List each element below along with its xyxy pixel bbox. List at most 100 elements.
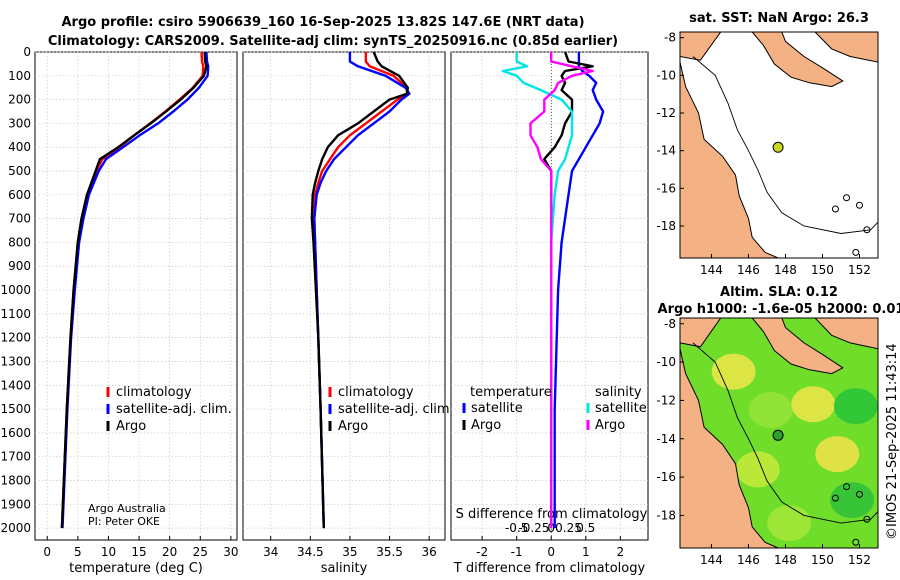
sla-anomaly-patch — [748, 392, 793, 428]
depth-tick-label: 1800 — [0, 473, 31, 487]
x-tick-label: -2 — [476, 545, 488, 559]
lon-tick-label: 148 — [774, 263, 797, 277]
land-australia — [680, 348, 779, 548]
map-title: Altim. SLA: 0.12 — [720, 285, 838, 300]
depth-tick-label: 1600 — [0, 426, 31, 440]
lat-tick-label: -16 — [656, 181, 676, 195]
series-line-t-satellite — [553, 52, 605, 529]
legend-label: Argo — [595, 418, 625, 433]
legend-label: climatology — [116, 385, 192, 400]
lon-tick-label: 144 — [700, 263, 723, 277]
reef-marker — [852, 248, 860, 256]
depth-tick-label: 400 — [8, 140, 31, 154]
reef-marker — [852, 538, 860, 546]
depth-tick-label: 1300 — [0, 354, 31, 368]
x-tick-label: 34 — [263, 545, 278, 559]
depth-tick-label: 1900 — [0, 497, 31, 511]
depth-tick-label: 300 — [8, 116, 31, 130]
depth-tick-label: 200 — [8, 93, 31, 107]
x-tick-label: 35 — [342, 545, 357, 559]
x-tick-label: 1 — [582, 545, 590, 559]
x-axis-label: temperature (deg C) — [69, 561, 203, 576]
depth-tick-label: 1700 — [0, 450, 31, 464]
lon-tick-label: 148 — [774, 553, 797, 567]
lat-tick-label: -14 — [656, 432, 676, 446]
land-png-east — [751, 318, 844, 375]
legend-label: satellite-adj. clim. — [338, 402, 454, 417]
depth-tick-label: 1100 — [0, 307, 31, 321]
sla-anomaly-patch — [830, 482, 875, 519]
plot-frame — [242, 51, 446, 541]
depth-tick-label: 1000 — [0, 283, 31, 297]
lon-tick-label: 144 — [700, 553, 723, 567]
depth-tick-label: 1200 — [0, 331, 31, 345]
depth-tick-label: 1400 — [0, 378, 31, 392]
s-tick-label: -0.5 — [505, 521, 528, 535]
isobath — [692, 342, 878, 524]
land-png-east — [751, 32, 844, 88]
legend-label: satellite — [595, 401, 647, 416]
land-islands-ne — [814, 318, 878, 350]
isobath — [692, 56, 878, 234]
lon-tick-label: 150 — [811, 263, 834, 277]
legend-label: Argo — [471, 418, 501, 433]
salinity-panel: 34 34.5 35 35.5 36 salinity climatology satelli… — [242, 51, 454, 576]
map-frame — [679, 31, 879, 259]
lat-tick-label: -8 — [664, 317, 676, 331]
x-tick-label: 0 — [547, 545, 555, 559]
x-tick-label: 5 — [74, 545, 82, 559]
depth-tick-label: 900 — [8, 259, 31, 273]
legend-label: Argo — [338, 419, 368, 434]
s-tick-label: -0.25 — [518, 521, 549, 535]
legend-label: satellite-adj. clim. — [116, 402, 232, 417]
depth-tick-label: 2000 — [0, 521, 31, 535]
lon-tick-label: 146 — [737, 263, 760, 277]
x-axis-label: salinity — [321, 561, 368, 576]
figure-title-line2: Climatology: CARS2009. Satellite-adj cli… — [48, 34, 618, 49]
temperature-panel: 0100200300400500600700800900100011001200… — [0, 45, 238, 576]
x-tick-label: 10 — [101, 545, 116, 559]
lat-tick-label: -8 — [664, 31, 676, 45]
sla-anomaly-patch — [735, 451, 780, 488]
reef-marker — [863, 515, 871, 523]
lat-tick-label: -10 — [656, 355, 676, 369]
sla-map-panel: -8 -10 -12 -14 -16 -18 144 146 148 150 152 Altim. S… — [656, 285, 900, 567]
x-tick-label: 36 — [422, 545, 437, 559]
x-tick-label: -1 — [511, 545, 523, 559]
argo-float-marker — [772, 141, 784, 153]
lat-tick-label: -10 — [656, 68, 676, 82]
legend-group-title: salinity — [595, 385, 642, 400]
depth-tick-label: 500 — [8, 164, 31, 178]
map-area — [680, 318, 878, 548]
sla-anomaly-patch — [711, 353, 756, 390]
x-tick-label: 30 — [223, 545, 238, 559]
argo-float-marker — [772, 429, 784, 441]
s-tick-label: 0.5 — [576, 521, 595, 535]
legend-label: climatology — [338, 385, 414, 400]
reef-marker — [843, 194, 851, 202]
land-islands-ne — [814, 32, 878, 63]
lon-tick-label: 152 — [848, 263, 871, 277]
difference-panel: -2 -1 0 1 2 T difference from climatology -0.5… — [450, 51, 649, 576]
reef-marker — [831, 494, 839, 502]
series-line-argo — [310, 51, 409, 529]
map-area — [680, 32, 878, 258]
sst-map-panel: -8 -10 -12 -14 -16 -18 144 146 148 150 152 sat. SST… — [656, 11, 879, 277]
depth-tick-label: 0 — [23, 45, 31, 59]
depth-tick-label: 100 — [8, 69, 31, 83]
credit-pi: PI: Peter OKE — [88, 515, 160, 528]
lat-tick-label: -12 — [656, 393, 676, 407]
depth-tick-label: 600 — [8, 188, 31, 202]
lon-tick-label: 150 — [811, 553, 834, 567]
map-title: sat. SST: NaN Argo: 26.3 — [689, 11, 869, 26]
depth-tick-label: 1500 — [0, 402, 31, 416]
lat-tick-label: -16 — [656, 470, 676, 484]
lon-tick-label: 146 — [737, 553, 760, 567]
sla-anomaly-patch — [767, 505, 812, 542]
reef-marker — [855, 490, 863, 498]
sla-anomaly-patch — [815, 436, 860, 473]
land-png-west — [680, 318, 722, 348]
land-png-west — [680, 32, 722, 61]
reef-marker — [863, 226, 871, 234]
credit-org: Argo Australia — [88, 502, 166, 515]
